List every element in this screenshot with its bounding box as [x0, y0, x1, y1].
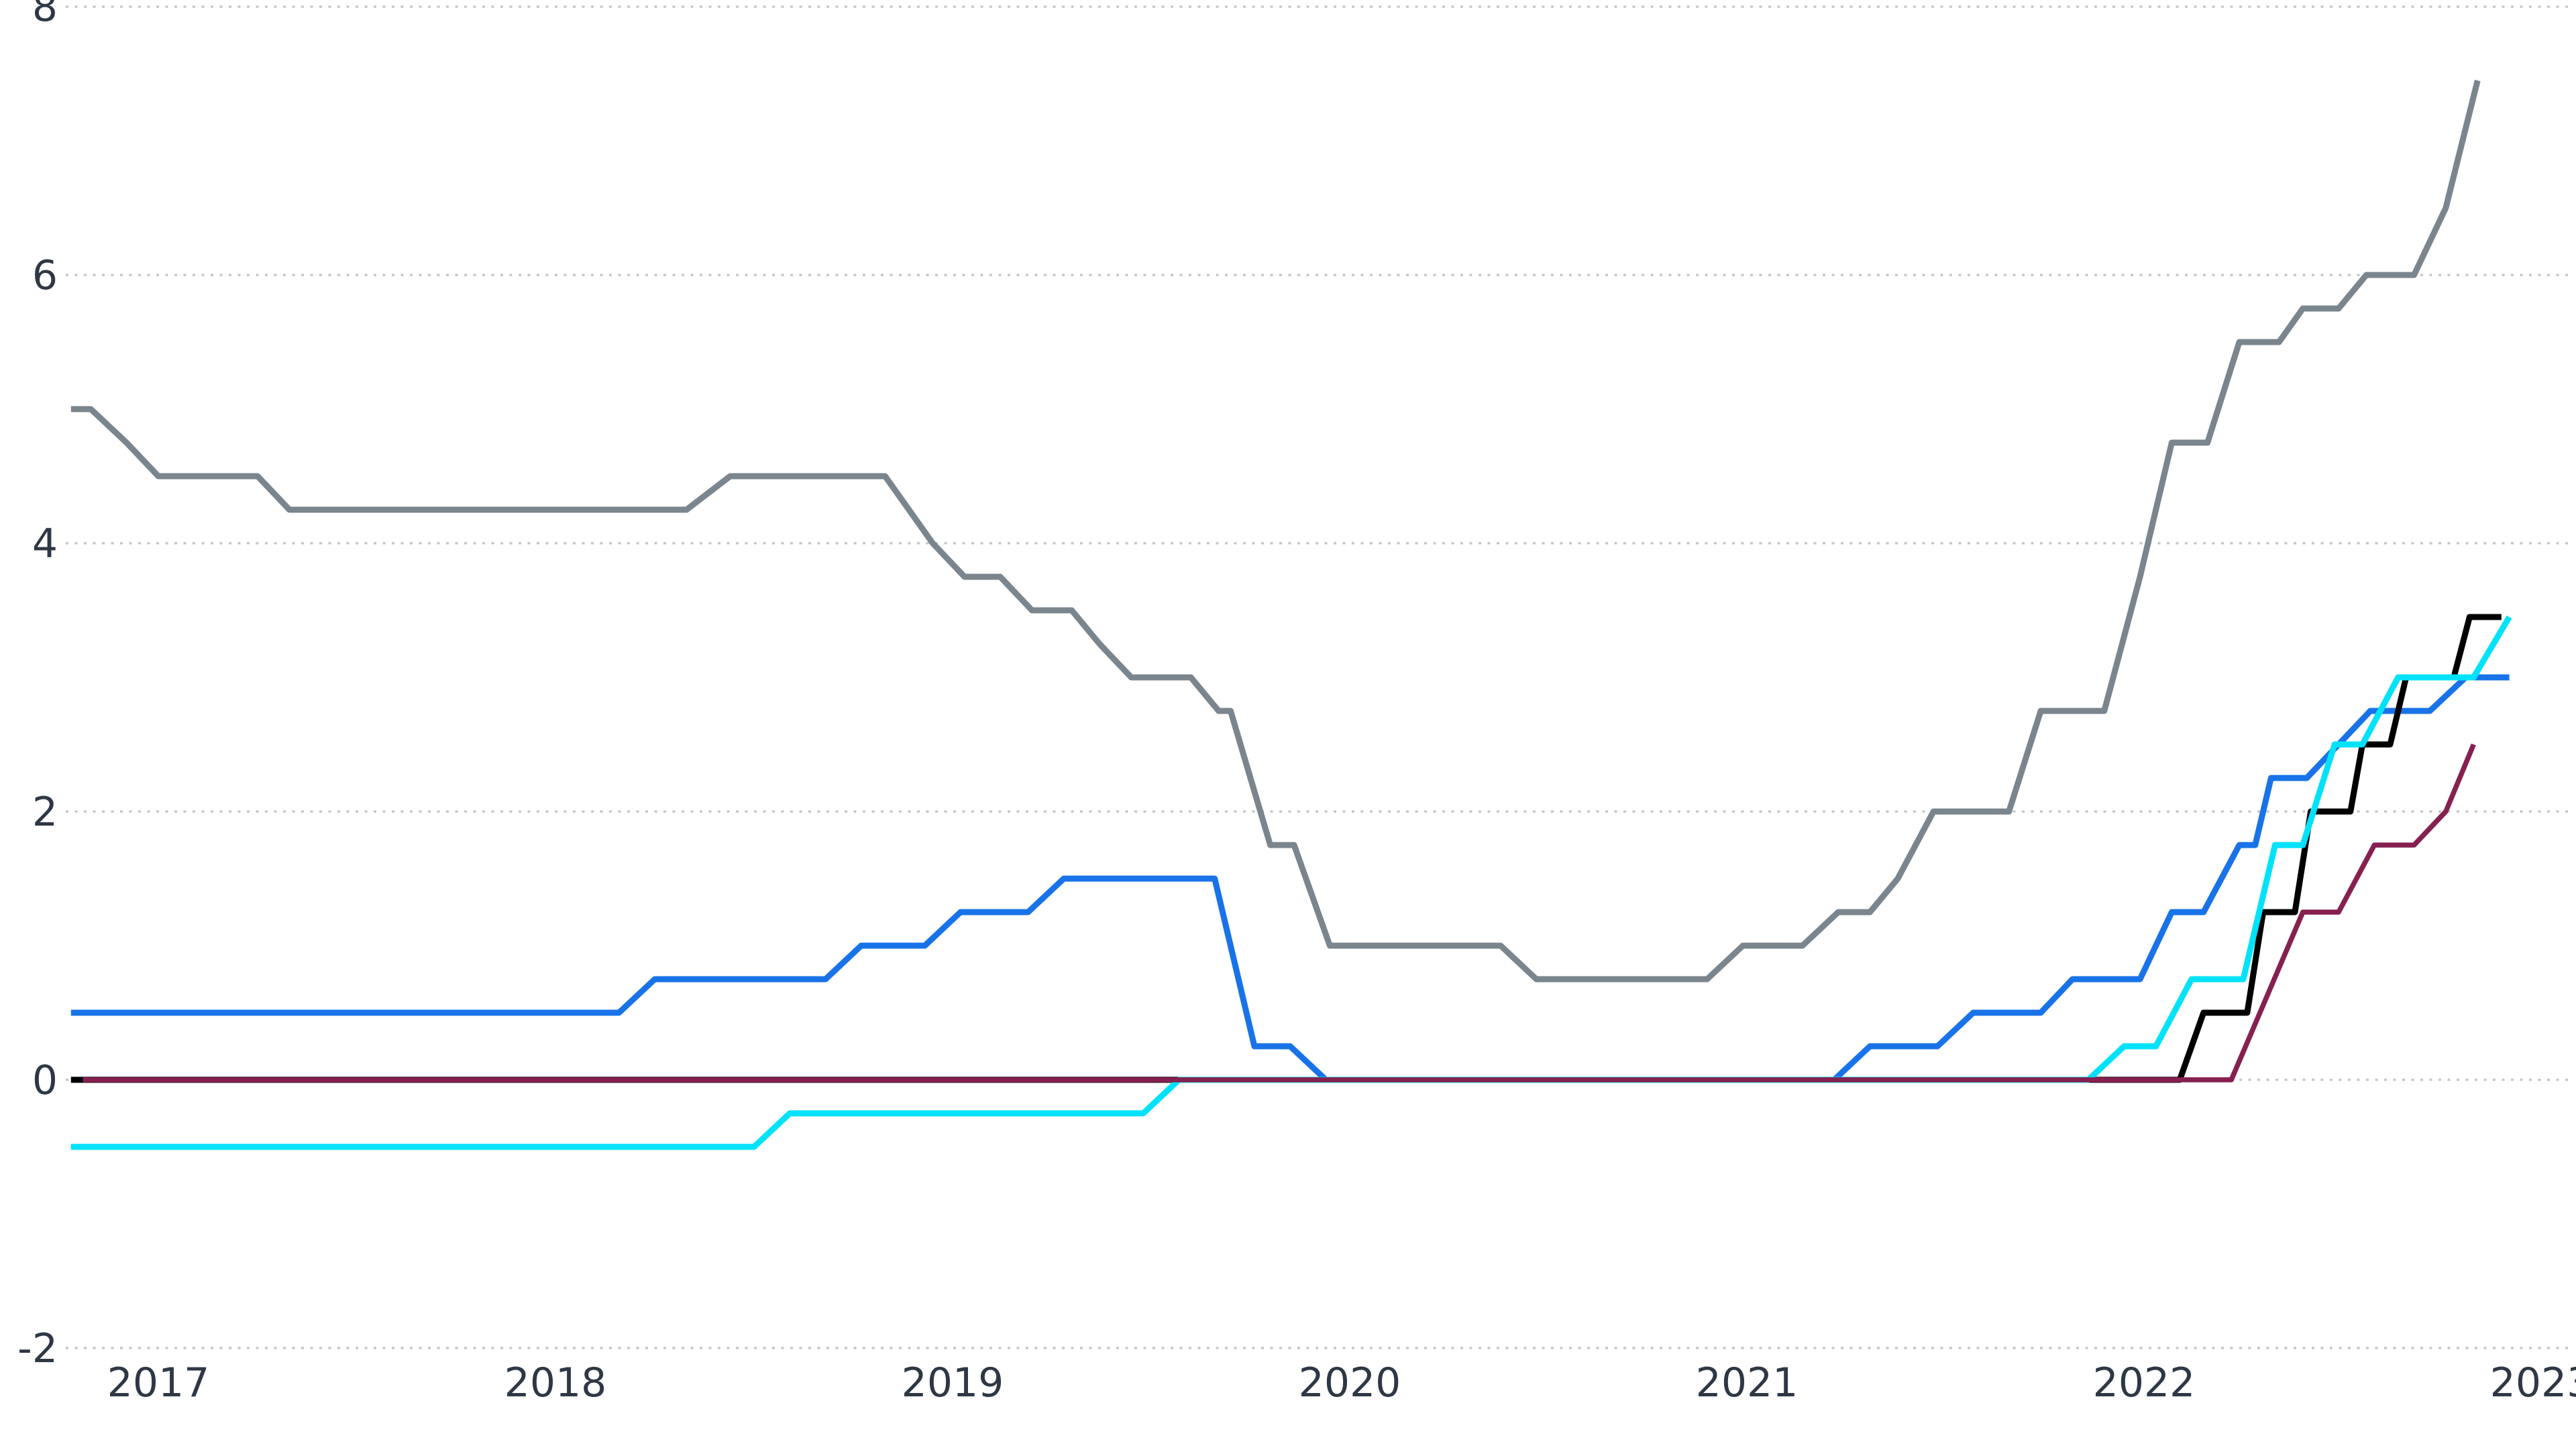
- x-axis-tick-label: 2023: [2490, 1359, 2576, 1406]
- x-axis-tick-label: 2020: [1299, 1359, 1401, 1406]
- y-axis-tick-label: -2: [17, 1325, 58, 1372]
- x-axis-tick-label: 2022: [2093, 1359, 2196, 1406]
- x-axis-tick-label: 2019: [902, 1359, 1004, 1406]
- y-axis-tick-label: 4: [32, 520, 58, 567]
- series-blue-line: [70, 674, 2510, 1083]
- x-axis-tick-label: 2017: [107, 1359, 210, 1406]
- series-gray-line: [70, 79, 2481, 983]
- y-axis-labels-group: 8 6 4 2 0 -2: [17, 0, 58, 1372]
- y-axis-tick-label: 6: [32, 252, 58, 299]
- y-axis-tick-label: 0: [32, 1057, 58, 1104]
- y-axis-tick-label: 8: [32, 0, 58, 31]
- x-axis-tick-label: 2018: [504, 1359, 607, 1406]
- series-cyan-line: [70, 615, 2512, 1150]
- y-axis-tick-label: 2: [32, 789, 58, 836]
- x-axis-tick-label: 2021: [1696, 1359, 1799, 1406]
- series-lines-group: [70, 79, 2512, 1150]
- series-maroon-line: [83, 743, 2476, 1082]
- x-axis-labels-group: 2017 2018 2019 2020 2021 2022 2023: [107, 1359, 2576, 1406]
